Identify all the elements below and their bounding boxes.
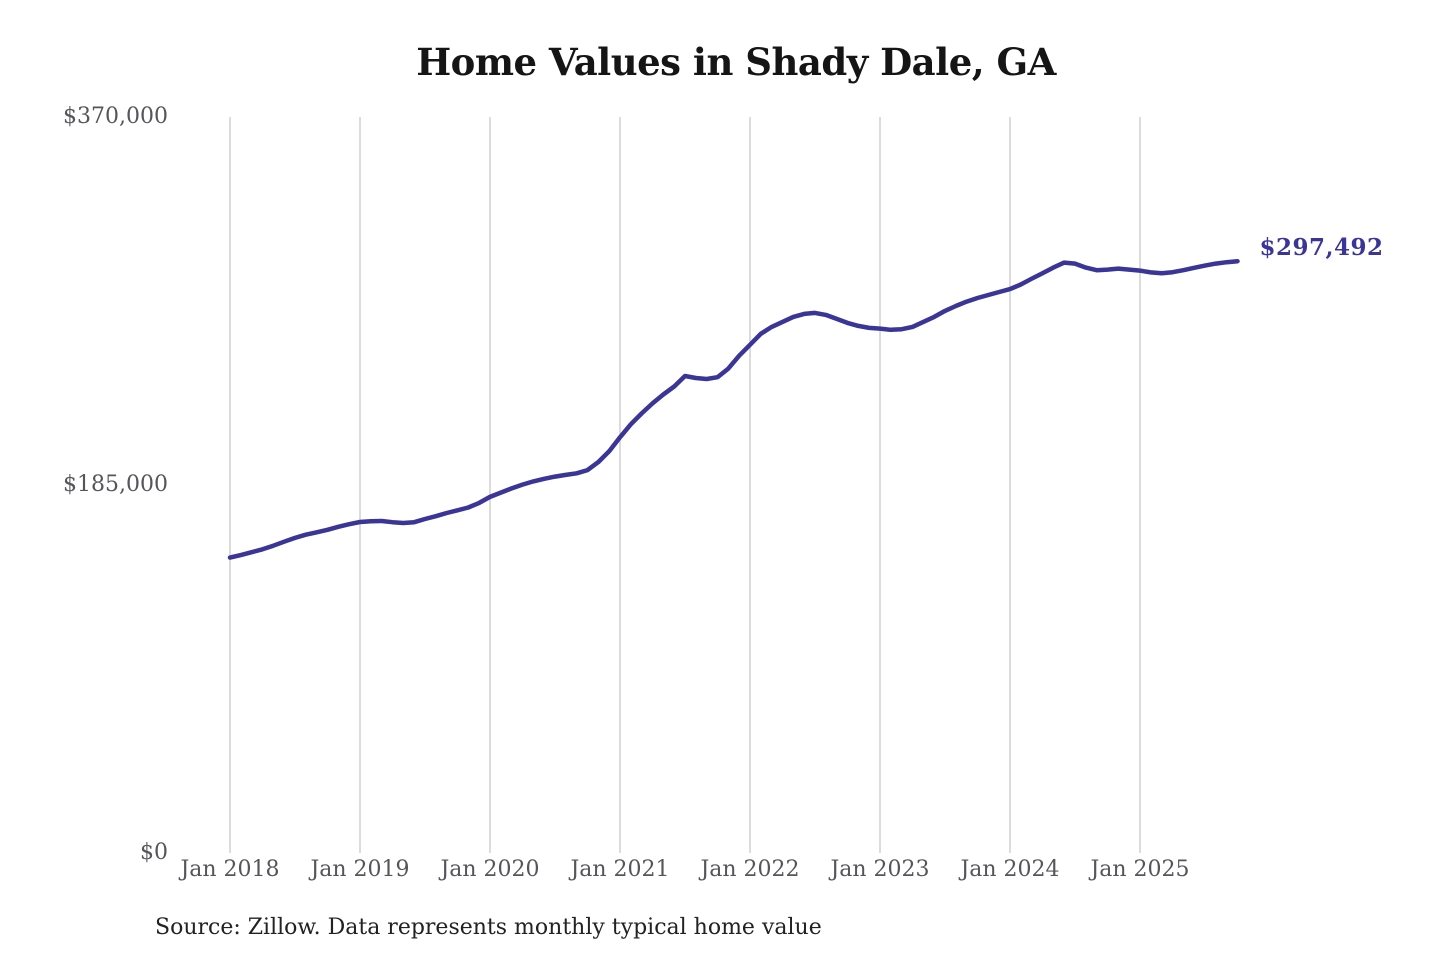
chart-title: Home Values in Shady Dale, GA <box>416 40 1056 84</box>
source-note: Source: Zillow. Data represents monthly … <box>155 915 822 940</box>
latest-value-label: $297,492 <box>1259 234 1384 262</box>
year-gridlines <box>229 117 1141 853</box>
home-value-line <box>227 258 1240 560</box>
